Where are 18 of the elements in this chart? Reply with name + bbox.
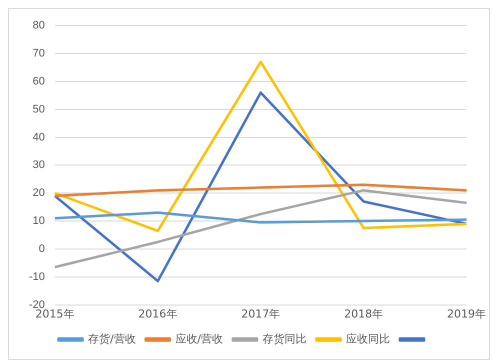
x-tick-label: 2017年: [241, 307, 280, 320]
y-tick-label: -10: [28, 270, 45, 283]
legend-label: 应收/营收: [175, 332, 223, 346]
x-tick-label: 2016年: [138, 307, 178, 320]
y-tick-label: 80: [32, 20, 45, 32]
y-tick-label: 20: [32, 187, 45, 200]
y-tick-label: 70: [32, 48, 45, 60]
y-tick-label: 50: [32, 103, 45, 116]
y-tick-label: 60: [32, 75, 45, 88]
legend-label: 应收同比: [346, 332, 390, 346]
legend-label: 存货/营收: [88, 332, 136, 346]
x-tick-label: 2018年: [344, 307, 384, 320]
y-tick-label: 0: [38, 242, 45, 255]
y-tick-label: 30: [32, 159, 45, 172]
y-tick-label: 10: [32, 215, 45, 228]
legend-label: 存货同比: [262, 332, 306, 346]
x-tick-label: 2019年: [447, 307, 486, 320]
y-tick-label: 40: [32, 131, 45, 144]
